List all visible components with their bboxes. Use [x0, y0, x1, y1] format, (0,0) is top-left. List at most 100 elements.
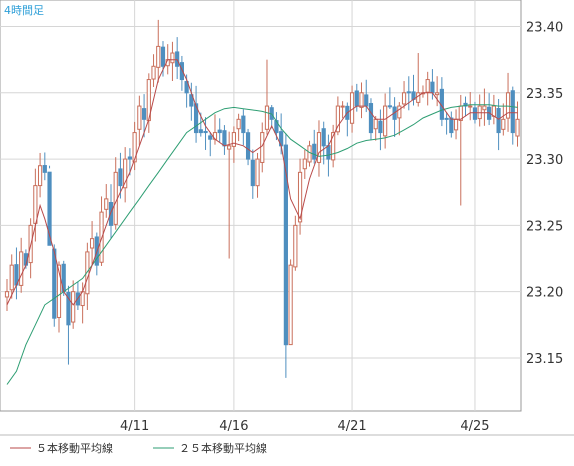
candle-body [231, 132, 236, 147]
y-tick-label: 23.15 [526, 352, 563, 367]
timeframe-label: 4時間足 [4, 4, 44, 17]
candle-body [137, 105, 142, 130]
candle-body [4, 291, 10, 298]
candle-body [425, 79, 430, 93]
candle-body [378, 120, 383, 134]
candle-body [387, 105, 392, 108]
candle-body [510, 90, 515, 134]
x-tick-label: 4/16 [219, 419, 248, 434]
candle-body [37, 165, 43, 187]
candle-body [326, 145, 331, 160]
candle-body [331, 132, 336, 161]
y-tick-label: 23.40 [526, 21, 563, 36]
candle-body [335, 105, 340, 133]
candle-body [118, 168, 123, 187]
y-tick-label: 23.20 [526, 286, 563, 301]
candle-body [373, 118, 378, 130]
candle-body [160, 46, 166, 67]
candle-body [208, 135, 213, 140]
x-axis: 4/11 4/16 4/21 4/25 [120, 419, 490, 434]
candle-body [9, 264, 14, 291]
candle-body [33, 185, 38, 224]
candle-body [468, 105, 473, 108]
candle-body [321, 128, 326, 147]
x-tick-label: 4/11 [120, 419, 149, 434]
candle-body [108, 202, 114, 226]
candle-body [496, 108, 501, 134]
candle-body [406, 91, 411, 94]
candle-body [52, 248, 57, 319]
candle-body [435, 92, 440, 96]
candle-body [449, 117, 454, 134]
candle-body [104, 198, 109, 210]
candle-body [444, 117, 449, 120]
candle-body [430, 81, 435, 94]
y-tick-label: 23.30 [526, 153, 563, 168]
candle-body [113, 171, 118, 225]
candle-body [71, 291, 76, 323]
candle-body [89, 238, 95, 249]
candle-body [56, 264, 62, 318]
candle-body [175, 51, 180, 67]
candle-body [241, 115, 246, 134]
ma5-line [6, 59, 518, 306]
candle-body [264, 105, 270, 130]
candle-body [397, 105, 402, 119]
candle-body [416, 92, 421, 103]
legend-ma25-label: ２５本移動平均線 [179, 441, 267, 455]
candle-body [359, 92, 364, 108]
candle-body [482, 105, 487, 111]
candle-body [453, 118, 459, 131]
candle-body [127, 156, 132, 160]
candle-body [515, 118, 520, 137]
candle-body [156, 45, 161, 68]
candle-body [189, 94, 194, 107]
candle-body [283, 144, 288, 346]
candle-body [179, 62, 184, 81]
legend: ５本移動平均線 ２５本移動平均線 [10, 441, 267, 455]
candle-body [255, 158, 260, 187]
candle-body [316, 132, 322, 163]
candle-body [170, 52, 175, 64]
legend-ma5-label: ５本移動平均線 [36, 441, 113, 455]
candle-body [472, 107, 478, 120]
candle-body [340, 105, 345, 108]
candle-body [66, 291, 71, 326]
moving-average-lines [6, 59, 518, 385]
candle-body [383, 105, 388, 137]
candle-body [198, 129, 203, 134]
candle-body [227, 145, 232, 150]
y-axis: 23.15 23.20 23.25 23.30 23.35 23.40 [526, 21, 563, 367]
candle-body [19, 251, 24, 286]
candle-body [288, 264, 293, 346]
candle-body [501, 118, 506, 130]
candle-body [222, 130, 227, 147]
candle-body [368, 103, 374, 134]
candle-body [354, 90, 359, 107]
candle-body [151, 65, 156, 80]
candle-body [302, 158, 307, 170]
x-tick-label: 4/25 [460, 419, 489, 434]
candle-body [236, 118, 241, 130]
candle-body [141, 108, 147, 120]
candle-body [47, 171, 52, 246]
candle-body [132, 132, 137, 163]
candle-body [123, 158, 128, 189]
y-tick-label: 23.25 [526, 219, 563, 234]
candle-body [217, 129, 222, 134]
x-tick-label: 4/21 [337, 419, 366, 434]
plot-area [0, 0, 522, 412]
candle-body [245, 132, 251, 160]
candle-body [364, 94, 369, 107]
candle-body [505, 92, 511, 119]
candle-body [42, 165, 47, 173]
candle-body [307, 145, 312, 163]
candle-body [297, 171, 303, 223]
candle-body [260, 132, 265, 163]
candle-body [184, 81, 189, 94]
candle-body [312, 143, 317, 160]
candle-body [401, 92, 407, 105]
candle-body [203, 130, 208, 134]
candle-body [193, 103, 199, 134]
